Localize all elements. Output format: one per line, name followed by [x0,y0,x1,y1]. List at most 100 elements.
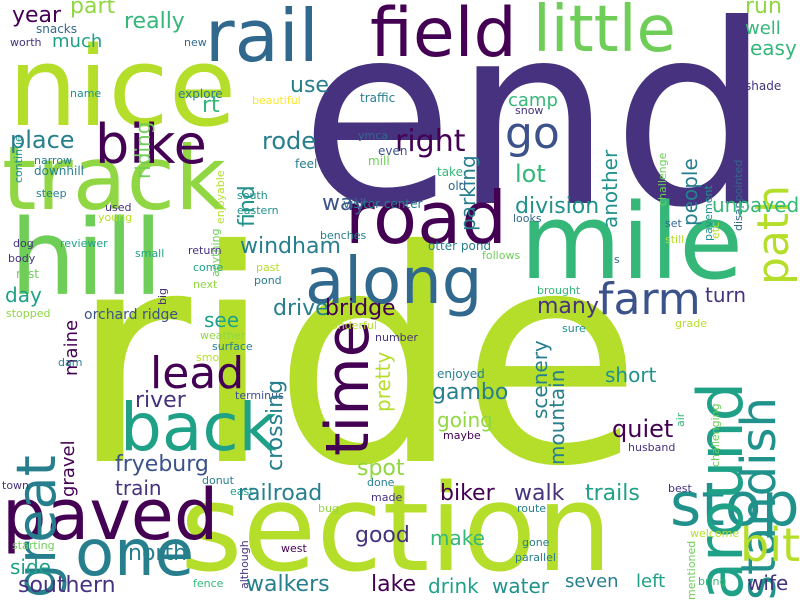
word-pretty: pretty [371,351,395,412]
word-continue: continue [12,135,25,183]
word-fence: fence [193,577,224,590]
word-spot: spot [357,456,405,481]
word-left: left [636,571,666,592]
word-bridge: bridge [325,296,396,321]
word-beautiful: beautiful [252,94,301,107]
word-bring: bring [698,575,727,588]
word-river: river [135,388,186,413]
word-otter-pond: otter pond [428,239,492,253]
word-still: still [665,233,685,246]
word-division: division [515,194,600,219]
word-ride: ride [70,187,642,531]
word-people: people [678,158,702,226]
word-north: north [128,541,188,566]
word-surface: surface [212,340,253,353]
word-air: air [674,412,687,427]
word-rest: rest [16,267,40,281]
word-set: set [665,217,682,230]
word-downhill: downhill [34,164,84,178]
word-sure: sure [562,322,586,335]
word-traffic: traffic [360,91,396,105]
word-brought: brought [537,284,581,297]
word-weather: weather [200,329,246,342]
word-day: day [5,283,42,307]
word-young: young [98,211,133,224]
word-lead: lead [150,348,245,399]
word-along: along [305,245,483,319]
word-west: west [281,542,307,555]
word-made: made [371,491,403,504]
word-take: take [437,165,463,179]
word-paved: paved [2,474,219,556]
word-eastern: eastern [237,204,279,217]
word-mentioned: mentioned [685,540,698,600]
word-s: s [614,253,620,266]
word-small: small [135,247,165,260]
word-road: road [345,176,507,260]
word-lot: lot [515,160,546,188]
word-come: come [193,261,224,274]
word-etc: etc [709,221,722,239]
word-follows: follows [482,249,521,262]
word-dam: dam [58,356,83,369]
word-best: best [668,482,692,495]
word-donut: donut [202,474,234,487]
word-see: see [204,308,240,332]
word-number: number [375,331,418,344]
word-another: another [598,149,622,228]
word-bike: bike [95,113,207,176]
word-train: train [115,476,162,500]
word-mountain: mountain [545,369,569,465]
word-gravel: gravel [58,440,79,497]
word-benches: benches [320,229,367,242]
word-really: really [124,9,185,34]
word-snacks: snacks [36,22,78,36]
word-make: make [430,526,485,550]
word-mile: mile [520,181,744,303]
word-steep: steep [36,187,67,200]
word-mill: mill [368,154,390,168]
word-side: side [10,555,51,579]
word-maybe: maybe [443,429,481,442]
word-ymca: ymca [358,129,389,142]
word-short: short [605,363,657,387]
word-going: going [437,408,493,432]
word-water: water [492,574,549,598]
word-wife: wife [747,571,789,595]
word-shade: shade [745,79,782,93]
word-old: old [448,179,467,193]
word-well: well [745,18,781,39]
word-wonderful: wonderful [322,319,377,332]
word-walkers: walkers [246,572,330,597]
word-worth: worth [10,36,42,49]
word-camp: camp [508,90,558,111]
word-go: go [505,108,560,159]
word-east: east [230,485,254,498]
word-gambo: gambo [432,380,509,405]
word-way: way [322,191,367,216]
word-railroad: railroad [238,481,323,506]
word-section: section [180,460,613,599]
word-crossing: crossing [263,379,288,471]
word-bug: bug [318,502,339,515]
word-southern: southern [18,573,116,598]
word-lake: lake [371,572,417,597]
word-good: good [355,523,410,548]
word-drive: drive [273,296,329,321]
word-windham: windham [240,234,341,259]
word-town: town [2,479,30,492]
word-explore: explore [178,87,223,101]
word-dog: dog [13,237,34,250]
word-farm: farm [598,274,701,325]
word-orchard-ridge: orchard ridge [84,307,179,323]
word-turn: turn [705,283,747,307]
word-grade: grade [675,317,707,330]
word-trails: trails [585,481,640,506]
word-nice: nice [8,23,237,151]
word-challenging: challenging [709,403,722,467]
word-track: track [2,127,226,230]
word-end: end [300,0,771,262]
word-fryeburg: fryeburg [115,452,209,477]
word-easy: easy [750,36,797,60]
